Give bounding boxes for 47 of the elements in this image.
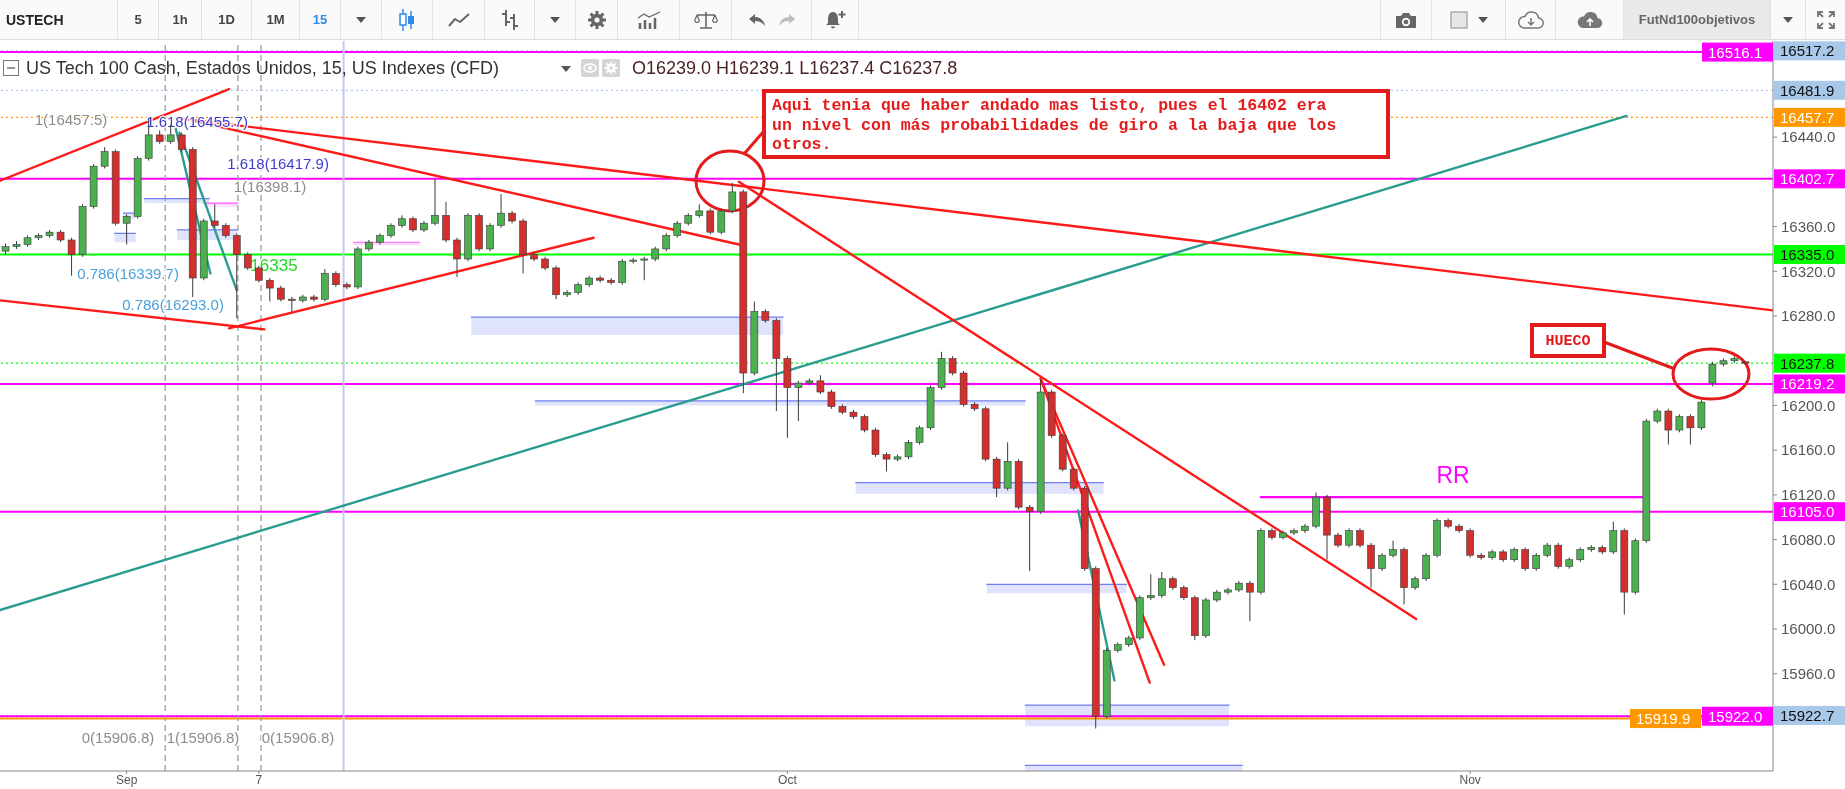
y-tick-label: 15960.0 <box>1781 665 1836 683</box>
ref-line-label: 15919.9 <box>1636 710 1691 728</box>
y-tick-label: 16200.0 <box>1781 396 1836 414</box>
y-tick-label: 16360.0 <box>1781 217 1836 235</box>
text: 15 <box>312 12 328 27</box>
y-tick-label: 16280.0 <box>1781 307 1836 325</box>
y-tick-label: 16320.0 <box>1781 262 1836 280</box>
annotation: 0.786(16293.0) <box>122 295 224 313</box>
ref-line-label: 16219.2 <box>1780 375 1835 393</box>
y-tick-label: 16160.0 <box>1781 441 1836 459</box>
text: 5 <box>134 12 142 27</box>
ref-line-label: 16481.9 <box>1780 81 1835 99</box>
ref-line-label: 16402.7 <box>1780 170 1835 188</box>
text: US Tech 100 Cash, Estados Unidos, 15, US Indexes (CFD) <box>26 58 499 78</box>
y-tick-label: 16080.0 <box>1781 530 1836 548</box>
text: 1D <box>218 12 235 27</box>
x-tick-label: Oct <box>778 772 798 787</box>
x-tick-label: Nov <box>1459 772 1481 787</box>
series-label: RR <box>1436 462 1470 489</box>
ref-line-label: 15922.7 <box>1780 706 1835 724</box>
y-tick-label: 16040.0 <box>1781 575 1836 593</box>
annotation: 1(16398.1) <box>233 177 307 195</box>
annotation: 1(15906.8) <box>166 728 240 746</box>
text: 1h <box>172 12 188 27</box>
ref-line-label: 16105.0 <box>1780 503 1835 521</box>
ref-line-label: 15922.0 <box>1708 707 1763 725</box>
annotation: HUECO <box>1545 332 1591 350</box>
text: FutNd100objetivos <box>1638 12 1756 27</box>
annotation: 0(15906.8) <box>261 728 335 746</box>
ref-line-label: 16516.1 <box>1708 43 1763 61</box>
annotation: 1.618(16417.9) <box>227 154 329 172</box>
ref-line-label: 16335.0 <box>1780 246 1835 264</box>
ref-line-label: 16517.2 <box>1780 42 1835 60</box>
text: 1M <box>266 12 285 27</box>
text: USTECH <box>6 11 64 28</box>
ref-line-label: 16237.8 <box>1780 354 1835 372</box>
y-tick-label: 16000.0 <box>1781 620 1836 638</box>
text: O16239.0 H16239.1 L16237.4 C16237.8 <box>632 58 958 78</box>
annotation: 0(15906.8) <box>81 728 155 746</box>
annotation: 1(16457.5) <box>34 110 108 128</box>
ref-line-label: 16457.7 <box>1780 108 1835 126</box>
y-tick-label: 16440.0 <box>1781 128 1836 146</box>
annotation: 0.786(16339.7) <box>77 264 179 282</box>
y-tick-label: 16120.0 <box>1781 486 1836 504</box>
annotation: Aqui tenia que haber andado mas listo, pues el 16402 era un nivel con más probabilidades de giro a la baja que los otros. <box>772 96 1338 155</box>
x-tick-label: Sep <box>115 772 138 787</box>
x-tick-label: 7 <box>255 772 263 787</box>
